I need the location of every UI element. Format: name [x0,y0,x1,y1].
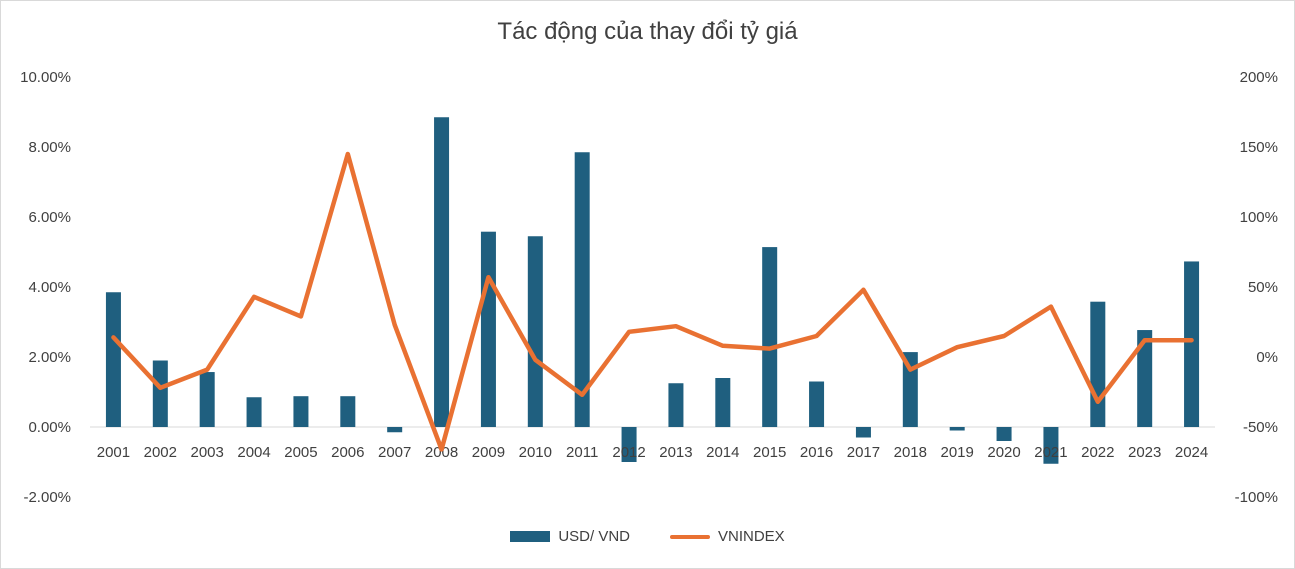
right-tick-label: 50% [1248,279,1278,296]
category-label: 2014 [706,444,739,461]
bar-usd-vnd [152,360,168,427]
category-label: 2002 [144,444,177,461]
right-tick-label: 200% [1240,69,1278,86]
category-label: 2004 [237,444,270,461]
legend-swatch-line [670,534,710,539]
bar-usd-vnd [621,427,637,462]
right-tick-label: -100% [1235,489,1278,506]
category-label: 2008 [425,444,458,461]
bar-usd-vnd [1137,330,1153,427]
legend-item-line: VNINDEX [670,528,785,545]
line-vnindex [111,151,1194,452]
bar-usd-vnd [762,247,778,427]
right-tick-label: 0% [1256,349,1278,366]
category-label: 2017 [847,444,880,461]
category-label: 2023 [1128,444,1161,461]
legend: USD/ VND VNINDEX [0,528,1295,545]
left-tick-label: 4.00% [28,279,71,296]
legend-swatch-bar [510,531,551,542]
category-label: 2016 [800,444,833,461]
bar-usd-vnd [1090,301,1106,427]
category-label: 2003 [191,444,224,461]
right-tick-label: 100% [1240,209,1278,226]
bar-usd-vnd [340,396,356,427]
legend-label-line: VNINDEX [718,528,785,545]
category-label: 2019 [941,444,974,461]
bar-usd-vnd [855,427,871,438]
chart-title: Tác động của thay đổi tỷ giá [497,18,798,45]
bar-usd-vnd [715,378,731,427]
category-label: 2012 [612,444,645,461]
category-label: 2005 [284,444,317,461]
category-label: 2007 [378,444,411,461]
bar-usd-vnd [1184,261,1200,427]
right-tick-label: 150% [1240,139,1278,156]
bar-usd-vnd [387,427,403,433]
category-label: 2020 [987,444,1020,461]
bar-usd-vnd [199,372,215,427]
right-axis: -100% -50% 0% 50% 100% 150% 200% [1235,69,1278,506]
legend-label-bar: USD/ VND [558,528,630,545]
left-tick-label: 0.00% [28,419,71,436]
category-label: 2009 [472,444,505,461]
category-label: 2006 [331,444,364,461]
left-tick-label: 8.00% [28,139,71,156]
bar-usd-vnd [996,427,1012,441]
category-label: 2015 [753,444,786,461]
bar-usd-vnd [434,117,450,427]
legend-item-bar: USD/ VND [510,528,630,545]
category-labels: 2001 2002 2003 2004 2005 2006 2007 2008 2009 2010… [97,444,1209,461]
bar-usd-vnd [949,427,965,431]
bar-usd-vnd [809,381,825,427]
bar-usd-vnd [105,292,121,427]
bars-group [105,117,1200,464]
left-tick-label: 6.00% [28,209,71,226]
bar-usd-vnd [574,152,590,427]
line-series-group [111,151,1194,452]
category-label: 2011 [566,444,598,461]
left-tick-label: -2.00% [23,489,71,506]
bar-usd-vnd [902,352,918,427]
category-label: 2022 [1081,444,1114,461]
category-label: 2010 [519,444,552,461]
bar-usd-vnd [480,231,496,427]
left-tick-label: 10.00% [20,69,71,86]
bar-usd-vnd [246,397,262,427]
category-label: 2018 [894,444,927,461]
category-label: 2001 [97,444,130,461]
left-axis: -2.00% 0.00% 2.00% 4.00% 6.00% 8.00% 10.00% [20,69,71,506]
bar-usd-vnd [1043,427,1059,464]
category-label: 2013 [659,444,692,461]
category-label: 2024 [1175,444,1208,461]
bar-usd-vnd [293,396,309,427]
category-label: 2021 [1034,444,1067,461]
bar-usd-vnd [527,236,543,427]
right-tick-label: -50% [1243,419,1278,436]
left-tick-label: 2.00% [28,349,71,366]
bar-usd-vnd [668,383,684,427]
